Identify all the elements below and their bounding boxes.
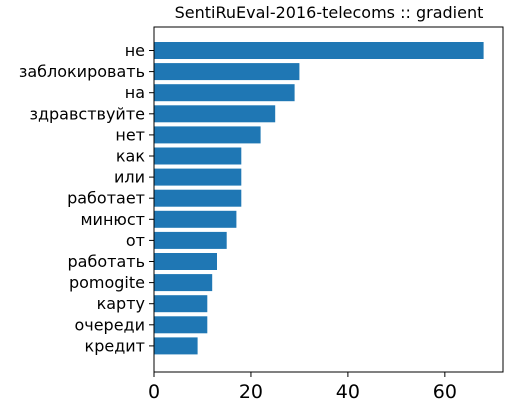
bar-1	[154, 63, 299, 80]
y-tick-label-12: карту	[97, 294, 145, 313]
x-tick-label-0: 0	[148, 381, 160, 403]
bar-13	[154, 316, 207, 333]
bar-12	[154, 295, 207, 312]
y-tick-label-0: не	[125, 41, 145, 60]
bar-11	[154, 274, 212, 291]
x-tick-label-2: 40	[336, 381, 360, 403]
y-tick-label-11: pomogite	[69, 273, 145, 292]
bar-10	[154, 253, 217, 270]
x-tick-label-3: 60	[433, 381, 457, 403]
bar-5	[154, 148, 241, 165]
y-tick-labels: не заблокировать на здравствуйте нет как или ра…	[19, 41, 154, 355]
y-tick-label-7: работает	[67, 189, 145, 208]
bar-9	[154, 232, 227, 249]
bar-2	[154, 84, 295, 101]
chart-title: SentiRuEval-2016-telecoms :: gradient	[175, 3, 484, 22]
bars-group	[154, 42, 484, 354]
y-tick-label-6: или	[114, 168, 145, 187]
x-axis: 0 20 40 60	[148, 372, 457, 403]
bar-0	[154, 42, 484, 59]
y-tick-label-13: очереди	[74, 315, 145, 334]
y-tick-label-5: как	[116, 147, 145, 166]
y-tick-label-9: от	[126, 231, 145, 250]
bar-7	[154, 190, 241, 207]
bar-8	[154, 211, 236, 228]
x-tick-label-1: 20	[239, 381, 263, 403]
bar-14	[154, 337, 198, 354]
y-tick-label-2: на	[125, 83, 145, 102]
y-tick-label-4: нет	[115, 125, 145, 144]
bar-4	[154, 126, 261, 143]
y-tick-label-8: минюст	[80, 210, 145, 229]
bar-6	[154, 169, 241, 186]
bar-3	[154, 105, 275, 122]
y-tick-label-14: кредит	[85, 336, 145, 355]
y-tick-label-1: заблокировать	[19, 62, 145, 81]
y-tick-label-3: здравствуйте	[29, 104, 145, 123]
y-tick-label-10: работать	[68, 252, 146, 271]
